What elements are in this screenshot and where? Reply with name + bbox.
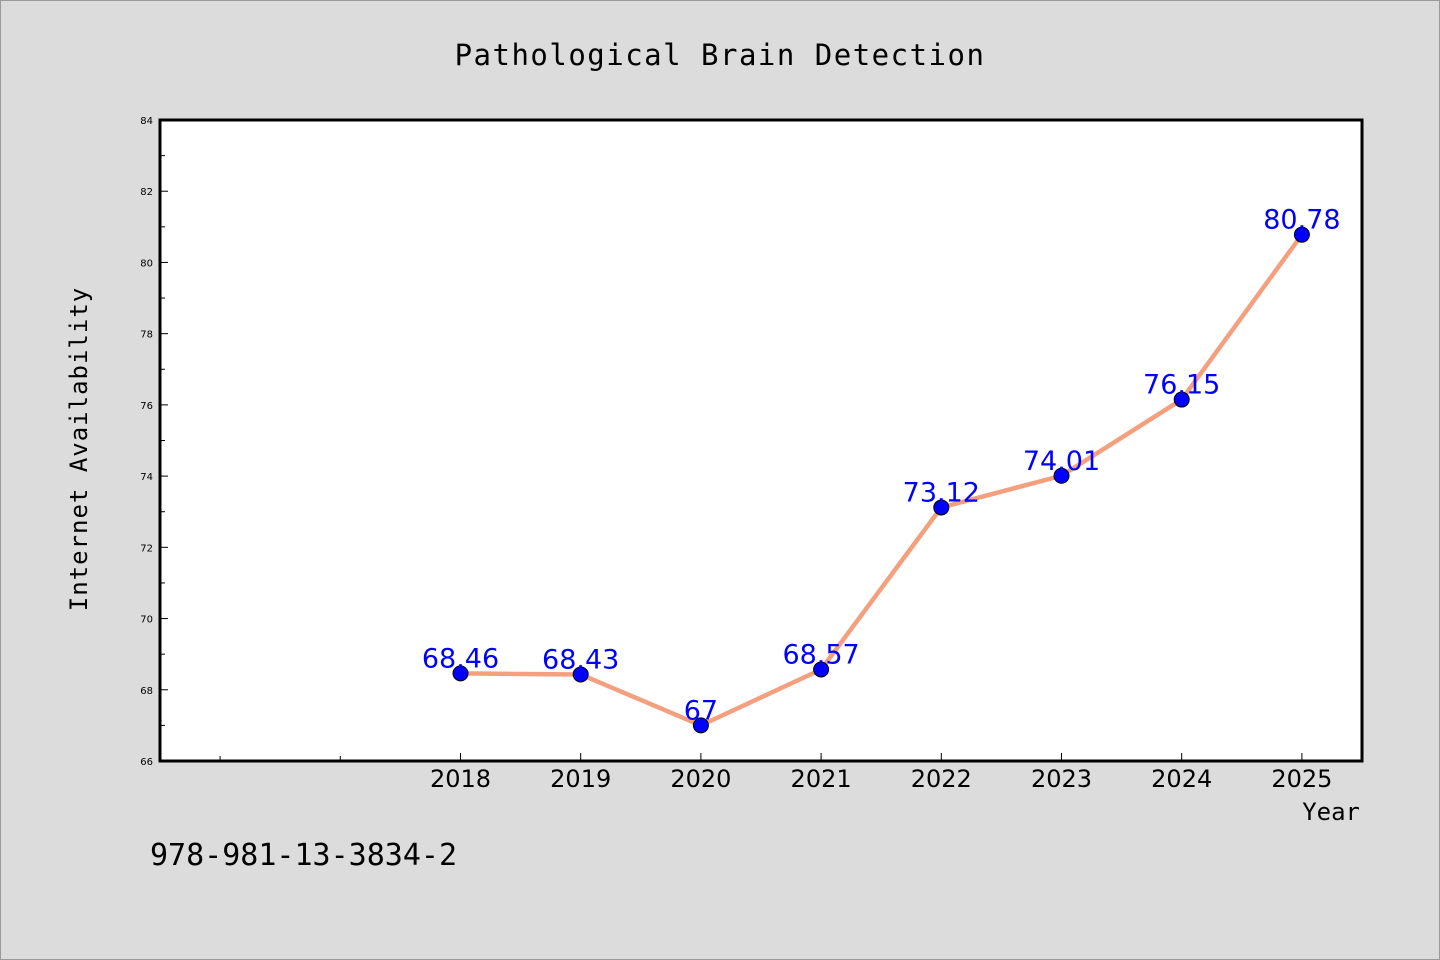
isbn-footer: 978-981-13-3834-2: [150, 838, 457, 873]
y-tick-label: 80: [140, 258, 153, 269]
chart-title: Pathological Brain Detection: [455, 38, 986, 72]
y-axis: 66 68 70 72 74 76 78 80 82 84: [140, 116, 168, 768]
y-tick-label: 66: [140, 757, 153, 768]
x-tick-label: 2018: [430, 765, 491, 793]
data-label: 80.78: [1263, 205, 1340, 236]
y-tick-label: 74: [140, 472, 153, 483]
x-tick-label: 2025: [1271, 765, 1332, 793]
plot-area: [158, 118, 1364, 763]
x-tick-label: 2019: [550, 765, 611, 793]
y-axis-label: Internet Availability: [65, 287, 93, 611]
data-point: [692, 717, 709, 734]
x-tick-label: 2021: [791, 765, 852, 793]
data-label: 68.43: [542, 644, 619, 675]
data-point: [933, 499, 950, 516]
x-tick-label: 2020: [670, 765, 731, 793]
y-tick-label: 82: [140, 187, 153, 198]
data-label: 68.46: [422, 643, 499, 674]
x-axis-label: Year: [1302, 798, 1360, 826]
data-label: 67: [684, 695, 718, 726]
y-tick-label: 72: [140, 543, 153, 554]
y-tick-label: 68: [140, 686, 153, 697]
series-layer: 68.46 68.43 67 68.57 73.12 74.01 76.15 80.78: [422, 205, 1341, 734]
data-label: 76.15: [1143, 370, 1220, 401]
x-tick-label: 2023: [1031, 765, 1092, 793]
y-tick-label: 76: [140, 401, 153, 412]
x-axis: 2018 2019 2020 2021 2022 2023 2024 2025: [219, 753, 1332, 793]
data-label: 73.12: [903, 477, 980, 508]
y-tick-label: 84: [140, 116, 153, 127]
data-label: 74.01: [1023, 446, 1100, 477]
y-tick-label: 70: [140, 615, 153, 626]
x-tick-label: 2022: [911, 765, 972, 793]
data-point: [1173, 391, 1190, 408]
data-point: [813, 661, 830, 678]
y-tick-label: 78: [140, 330, 153, 341]
data-point: [1293, 226, 1310, 243]
data-point: [572, 666, 589, 683]
data-point: [1053, 467, 1070, 484]
data-point: [452, 665, 469, 682]
series-line: [458, 232, 1305, 728]
data-label: 68.57: [782, 639, 859, 670]
x-tick-label: 2024: [1151, 765, 1212, 793]
